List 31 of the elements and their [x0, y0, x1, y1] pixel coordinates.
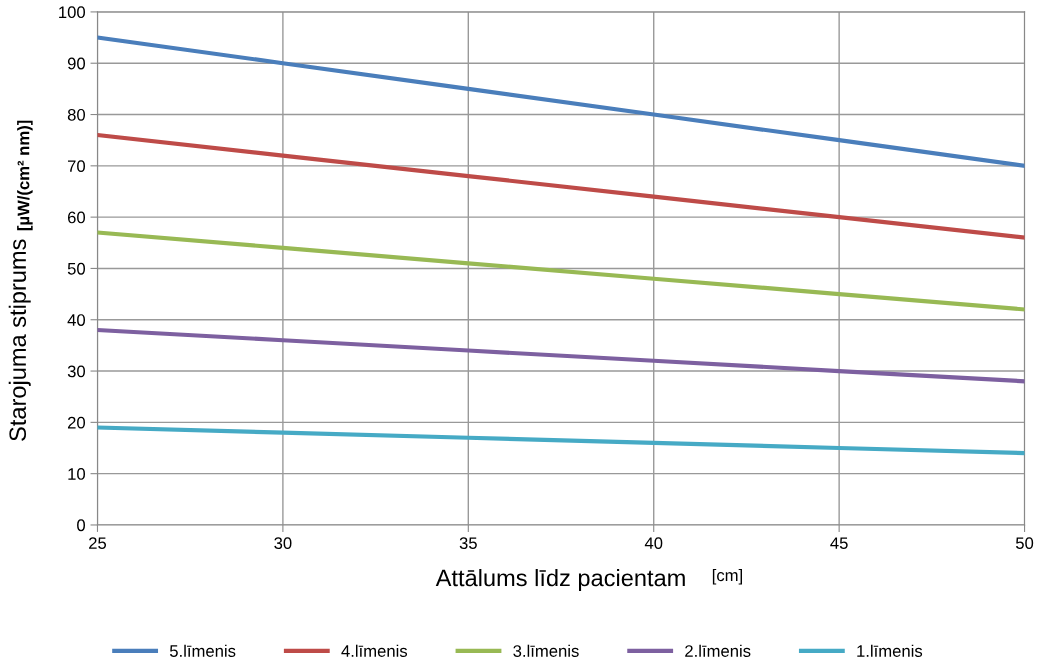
- line-series: [97, 230, 1025, 312]
- y-tick-label: 0: [77, 519, 86, 532]
- y-tick-label: 30: [67, 365, 86, 378]
- x-tick-label: 45: [830, 537, 848, 550]
- legend-label: 1.līmenis: [857, 644, 923, 657]
- x-tick-label: 50: [1015, 537, 1034, 550]
- y-tick-label: 10: [68, 468, 86, 480]
- x-tick-label: 25: [89, 537, 107, 550]
- y-tick-label: 100: [59, 6, 86, 19]
- text: [µW/(cm² nm)]: [17, 120, 33, 231]
- legend-label: 4.līmenis: [341, 644, 408, 657]
- legend-label: 2.līmenis: [685, 644, 751, 657]
- x-tick-label: 35: [459, 537, 477, 550]
- y-tick-label: 70: [67, 160, 86, 173]
- y-tick-label: 40: [67, 314, 86, 326]
- y-tick-label: 20: [67, 416, 86, 429]
- line-series: [97, 425, 1025, 456]
- line-series: [97, 35, 1025, 168]
- y-tick-label: 60: [67, 211, 86, 224]
- line-series: [97, 327, 1025, 384]
- y-tick-label: 50: [67, 262, 86, 275]
- x-tick-label: 30: [274, 537, 292, 550]
- legend-label: 5.līmenis: [169, 644, 236, 657]
- y-tick-label: 90: [67, 57, 86, 70]
- x-axis-title: Attālums līdz pacientam: [435, 568, 685, 591]
- line-series: [97, 132, 1025, 240]
- text: [cm]: [712, 568, 742, 585]
- legend-label: 3.līmenis: [513, 644, 579, 657]
- y-tick-label: 80: [67, 108, 86, 121]
- x-tick-label: 40: [644, 537, 663, 550]
- y-axis-title: Starojuma stiprums: [8, 239, 31, 441]
